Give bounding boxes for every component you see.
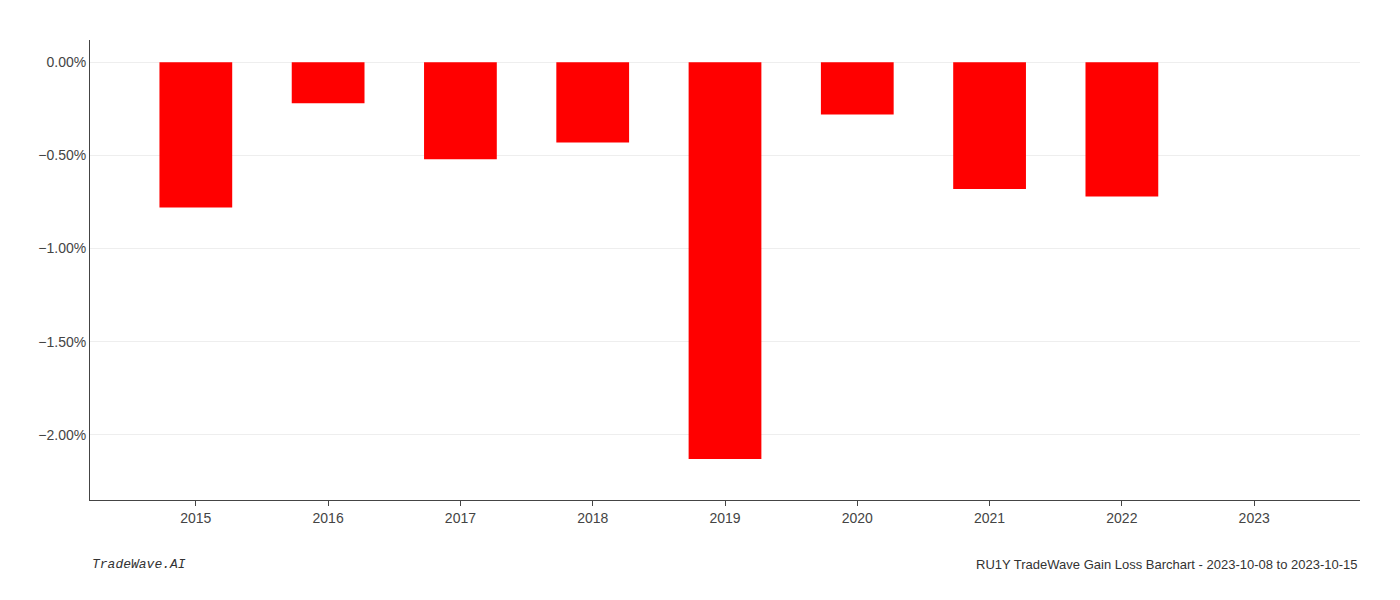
svg-text:−1.50%: −1.50% [38, 334, 86, 350]
svg-text:2016: 2016 [313, 510, 344, 526]
svg-text:2021: 2021 [974, 510, 1005, 526]
svg-text:2019: 2019 [709, 510, 740, 526]
svg-text:−2.00%: −2.00% [38, 427, 86, 443]
svg-text:TradeWave.AI: TradeWave.AI [92, 557, 186, 572]
svg-text:0.00%: 0.00% [46, 54, 86, 70]
svg-text:2020: 2020 [842, 510, 873, 526]
svg-text:2015: 2015 [180, 510, 211, 526]
svg-text:2018: 2018 [577, 510, 608, 526]
svg-text:−1.00%: −1.00% [38, 240, 86, 256]
svg-text:−0.50%: −0.50% [38, 147, 86, 163]
svg-text:2017: 2017 [445, 510, 476, 526]
svg-text:2023: 2023 [1239, 510, 1270, 526]
svg-text:RU1Y TradeWave Gain Loss Barch: RU1Y TradeWave Gain Loss Barchart - 2023… [976, 557, 1358, 572]
svg-text:2022: 2022 [1106, 510, 1137, 526]
